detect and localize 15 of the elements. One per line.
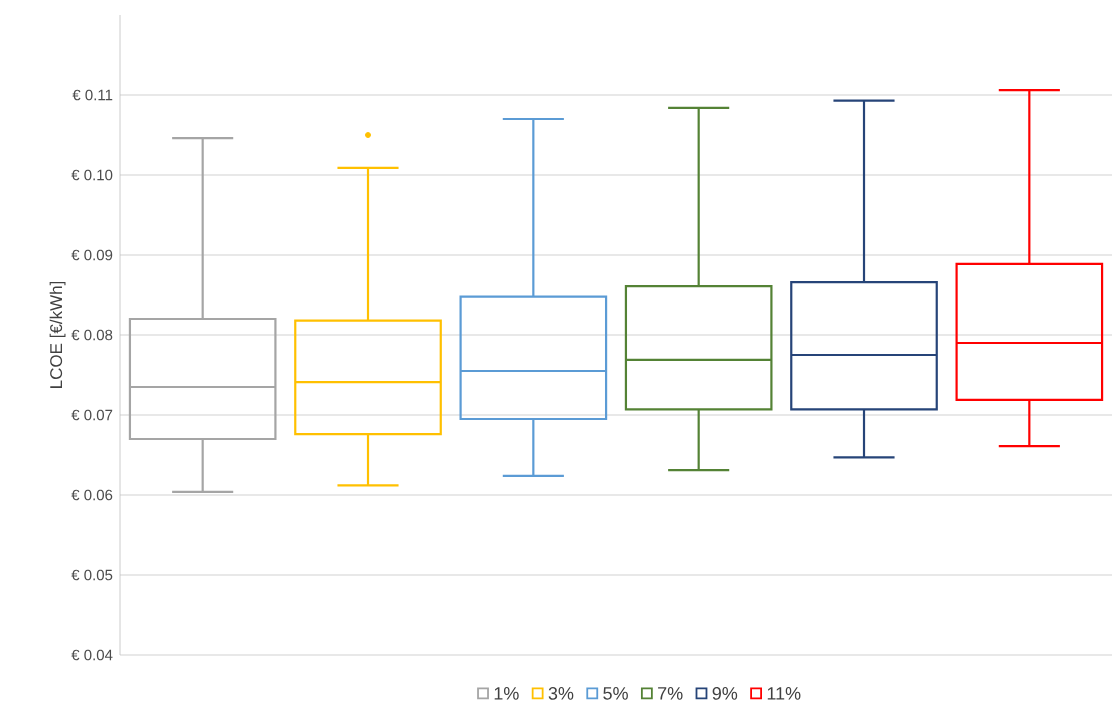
y-tick-label: € 0.08	[71, 329, 113, 341]
legend-label: 5%	[603, 687, 628, 700]
legend-label: 9%	[712, 687, 738, 700]
legend-label: 3%	[548, 687, 574, 700]
y-tick-label: € 0.05	[71, 569, 113, 581]
y-tick-label: € 0.04	[71, 649, 113, 661]
y-tick-label: € 0.09	[71, 249, 113, 261]
y-tick-label: € 0.06	[71, 489, 113, 501]
y-tick-label: € 0.10	[71, 169, 113, 181]
y-axis-title: LCOE [€/kWh]	[49, 281, 66, 388]
legend-label: 11%	[767, 687, 801, 700]
legend-label: 7%	[658, 687, 683, 700]
y-tick-label: € 0.11	[72, 89, 113, 101]
legend-label: 1%	[494, 687, 519, 700]
y-tick-label: € 0.07	[71, 409, 113, 421]
